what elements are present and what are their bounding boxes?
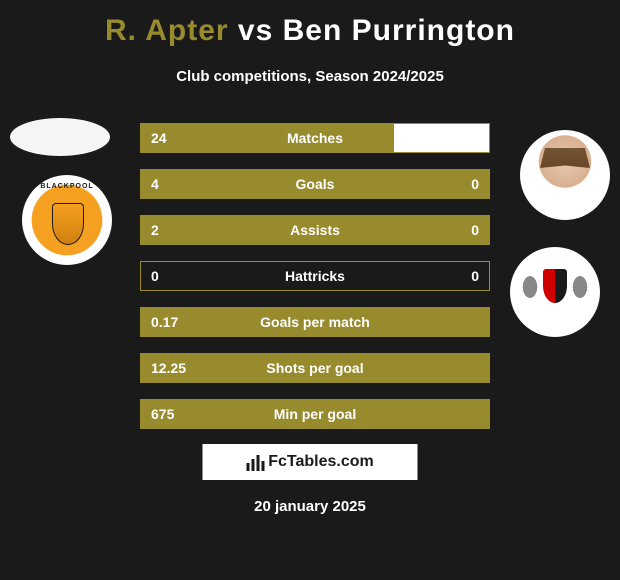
stat-row: 12.25Shots per goal — [140, 353, 490, 383]
stat-row: 40Goals — [140, 169, 490, 199]
vs-label: vs — [238, 14, 273, 47]
stat-label: Min per goal — [141, 400, 489, 428]
barchart-icon — [246, 453, 264, 471]
footer-date: 20 january 2025 — [0, 498, 620, 515]
player1-club-crest — [22, 175, 112, 265]
player1-name: R. Apter — [105, 14, 229, 47]
stat-row: 20Assists — [140, 215, 490, 245]
brand-text: FcTables.com — [268, 453, 374, 471]
player2-avatar — [520, 130, 610, 220]
stat-label: Matches — [141, 124, 489, 152]
stat-label: Shots per goal — [141, 354, 489, 382]
stat-row: 00Hattricks — [140, 261, 490, 291]
player2-name: Ben Purrington — [283, 14, 515, 47]
stat-label: Hattricks — [141, 262, 489, 290]
stat-row: 675Min per goal — [140, 399, 490, 429]
player2-club-crest — [510, 247, 600, 337]
player1-avatar — [10, 118, 110, 156]
stats-bars: 249Matches 40Goals 20Assists 00Hattricks 0.1… — [140, 123, 490, 445]
subtitle: Club competitions, Season 2024/2025 — [0, 68, 620, 85]
stat-label: Goals — [141, 170, 489, 198]
comparison-title: R. Apter vs Ben Purrington — [0, 0, 620, 48]
stat-label: Goals per match — [141, 308, 489, 336]
stat-label: Assists — [141, 216, 489, 244]
stat-row: 249Matches — [140, 123, 490, 153]
stat-row: 0.17Goals per match — [140, 307, 490, 337]
brand-badge: FcTables.com — [203, 444, 418, 480]
